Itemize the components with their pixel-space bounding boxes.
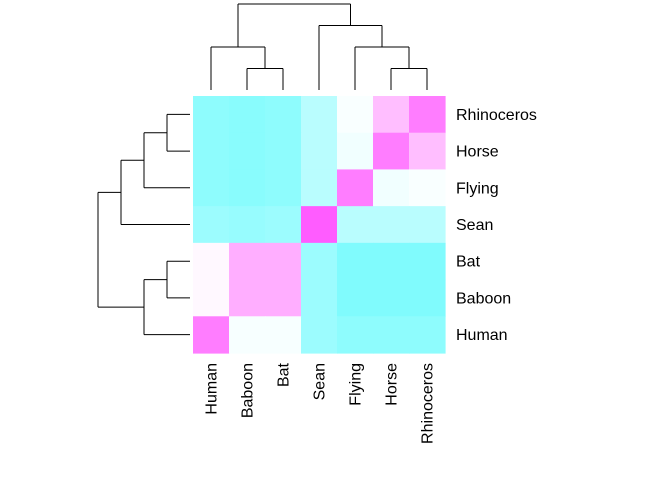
heatmap-cell-baboon-bat (265, 279, 302, 317)
row-label-rhinoceros: Rhinoceros (456, 107, 537, 124)
col-label-sean: Sean (312, 363, 329, 400)
heatmap-cell-rhinoceros-baboon (229, 96, 266, 134)
heatmap-cells (193, 96, 446, 354)
heatmap-cell-baboon-baboon (229, 279, 266, 317)
heatmap-cell-horse-horse (373, 132, 410, 171)
row-label-human: Human (456, 327, 508, 344)
col-label-bat: Bat (276, 362, 293, 387)
heatmap-cell-horse-flying (337, 132, 374, 171)
heatmap-cell-baboon-flying (337, 279, 374, 317)
heatmap-cell-horse-human (193, 132, 230, 171)
heatmap-cell-sean-horse (373, 206, 410, 244)
row-label-flying: Flying (456, 180, 499, 197)
heatmap-cell-human-sean (301, 316, 338, 354)
heatmap-cell-baboon-horse (373, 279, 410, 317)
heatmap-cell-human-horse (373, 316, 410, 354)
heatmap-cell-bat-baboon (229, 242, 266, 281)
heatmap-cell-flying-rhinoceros (409, 169, 446, 207)
column-labels: Human Baboon Bat Sean Flying Horse Rhinoceros (204, 362, 437, 443)
heatmap-cell-horse-sean (301, 132, 338, 171)
row-label-sean: Sean (456, 217, 493, 234)
heatmap-cell-sean-baboon (229, 206, 266, 244)
heatmap-cell-flying-sean (301, 169, 338, 207)
col-label-flying: Flying (348, 363, 365, 406)
heatmap-cell-rhinoceros-rhinoceros (409, 96, 446, 134)
heatmap-cell-bat-horse (373, 242, 410, 281)
heatmap-cell-sean-bat (265, 206, 302, 244)
heatmap-cell-sean-flying (337, 206, 374, 244)
heatmap-cell-horse-rhinoceros (409, 132, 446, 171)
heatmap-cell-flying-horse (373, 169, 410, 207)
heatmap-cell-human-baboon (229, 316, 266, 354)
heatmap-cell-flying-baboon (229, 169, 266, 207)
heatmap-cell-rhinoceros-horse (373, 96, 410, 134)
col-label-rhinoceros: Rhinoceros (420, 363, 437, 444)
heatmap-cell-rhinoceros-human (193, 96, 230, 134)
heatmap-cell-horse-baboon (229, 132, 266, 171)
heatmap-cell-bat-bat (265, 242, 302, 281)
heatmap-cell-flying-human (193, 169, 230, 207)
heatmap-cell-human-rhinoceros (409, 316, 446, 354)
col-label-human: Human (204, 363, 221, 415)
heatmap-cell-bat-flying (337, 242, 374, 281)
heatmap-cell-bat-rhinoceros (409, 242, 446, 281)
heatmap-cell-baboon-rhinoceros (409, 279, 446, 317)
heatmap-cell-sean-human (193, 206, 230, 244)
row-label-horse: Horse (456, 144, 499, 161)
heatmap-cell-rhinoceros-sean (301, 96, 338, 134)
heatmap-cell-human-bat (265, 316, 302, 354)
heatmap-cell-rhinoceros-flying (337, 96, 374, 134)
heatmap-cell-human-human (193, 316, 230, 354)
heatmap-cell-rhinoceros-bat (265, 96, 302, 134)
heatmap-cell-baboon-human (193, 279, 230, 317)
heatmap-cell-bat-human (193, 242, 230, 281)
row-labels: Rhinoceros Horse Flying Sean Bat Baboon Human (456, 107, 537, 344)
col-label-baboon: Baboon (240, 363, 257, 418)
column-dendrogram (210, 3, 428, 90)
heatmap-cell-flying-bat (265, 169, 302, 207)
heatmap-cell-human-flying (337, 316, 374, 354)
heatmap-cell-flying-flying (337, 169, 374, 207)
row-dendrogram (97, 113, 190, 336)
row-label-baboon: Baboon (456, 290, 511, 307)
heatmap-cell-sean-rhinoceros (409, 206, 446, 244)
heatmap-cell-sean-sean (301, 206, 338, 244)
heatmap-cell-bat-sean (301, 242, 338, 281)
col-label-horse: Horse (384, 363, 401, 406)
row-label-bat: Bat (456, 254, 481, 271)
heatmap-cell-baboon-sean (301, 279, 338, 317)
heatmap-cell-horse-bat (265, 132, 302, 171)
